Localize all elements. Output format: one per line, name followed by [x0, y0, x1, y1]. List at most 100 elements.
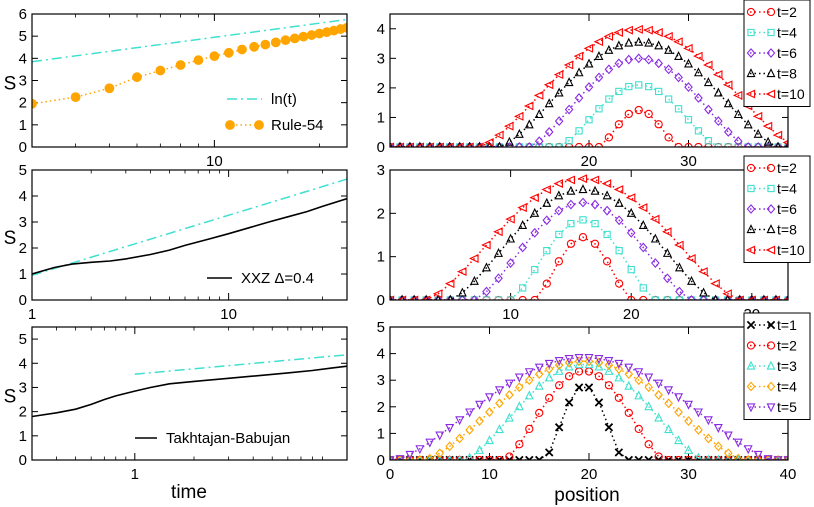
data-point — [633, 24, 643, 34]
legend: t=2 t=4 t=6 t=8 t=10 — [743, 155, 811, 263]
data-point — [249, 41, 260, 52]
legend-box — [743, 312, 811, 420]
data-point — [425, 438, 435, 448]
data-point — [456, 267, 467, 277]
data-point — [554, 365, 564, 375]
legend-marker — [746, 341, 756, 350]
data-point — [394, 142, 405, 147]
data-point — [533, 90, 544, 100]
legend-marker — [746, 381, 756, 392]
y-tick-label: 4 — [19, 188, 27, 205]
y-axis-label: S — [4, 228, 17, 249]
data-point — [654, 87, 663, 96]
data-point — [584, 82, 594, 93]
y-tick-label: 2 — [377, 205, 385, 222]
y-tick-label: 5 — [19, 331, 27, 348]
x-tick-label: 10 — [220, 306, 237, 323]
data-point — [743, 142, 753, 147]
legend-label: t=4 — [777, 25, 797, 41]
data-point — [683, 43, 693, 53]
data-point — [625, 193, 636, 203]
data-point — [566, 185, 576, 195]
data-point — [604, 381, 614, 390]
data-point — [644, 440, 653, 449]
data-point — [762, 121, 773, 131]
data-point — [519, 284, 527, 292]
data-point — [634, 105, 643, 115]
data-point — [564, 372, 574, 381]
data-point — [687, 295, 696, 300]
data-point — [578, 233, 588, 242]
data-point — [405, 450, 415, 460]
legend-marker — [766, 360, 776, 370]
data-point — [465, 424, 474, 435]
data-point — [524, 119, 534, 129]
data-point — [626, 227, 636, 238]
data-point — [515, 142, 524, 147]
data-point — [615, 247, 623, 255]
data-point — [773, 142, 783, 147]
data-point — [624, 408, 633, 418]
data-point — [514, 128, 524, 138]
y-tick-label: 5 — [377, 319, 385, 336]
data-point — [485, 393, 494, 403]
legend-marker — [747, 28, 755, 37]
data-point — [664, 133, 673, 142]
legend-label: Takhtajan-Babujan — [166, 430, 290, 447]
data-point — [713, 87, 723, 97]
series-line — [390, 356, 788, 460]
data-point — [624, 54, 634, 65]
y-tick-label: 1 — [19, 117, 27, 134]
data-point — [564, 104, 574, 115]
data-point — [565, 137, 573, 145]
x-tick-label: 30 — [680, 466, 697, 483]
y-tick-label: 2 — [377, 399, 385, 416]
series-t=2 — [390, 367, 788, 460]
legend-marker — [766, 381, 776, 392]
data-point — [698, 267, 708, 277]
data-point — [634, 455, 643, 460]
data-point — [175, 60, 186, 70]
data-point — [687, 275, 697, 285]
legend-marker — [254, 120, 264, 130]
y-tick-label: 0 — [377, 452, 385, 469]
data-point — [542, 279, 551, 288]
data-point — [602, 190, 612, 200]
series-line — [32, 18, 347, 63]
data-point — [542, 197, 552, 207]
data-point — [494, 247, 504, 257]
data-point — [270, 37, 281, 48]
data-point — [614, 448, 624, 457]
data-point — [763, 455, 773, 460]
data-point — [435, 448, 445, 459]
x-tick-label: 10 — [481, 466, 498, 483]
data-point — [604, 133, 614, 142]
data-point — [535, 408, 544, 418]
y-tick-label: 1 — [19, 428, 27, 445]
series-t=10 — [390, 174, 788, 300]
data-point — [603, 230, 611, 239]
y-tick-label: 2 — [19, 404, 27, 421]
data-point — [605, 95, 613, 103]
plot-area — [32, 178, 347, 277]
data-point — [574, 383, 584, 392]
data-point — [625, 82, 633, 91]
data-point — [553, 70, 564, 80]
data-point — [703, 416, 713, 426]
data-point — [635, 81, 643, 89]
data-point — [743, 445, 753, 455]
data-point — [663, 273, 672, 284]
data-point — [664, 386, 674, 396]
data-point — [578, 184, 588, 194]
data-point — [664, 424, 674, 434]
legend-marker — [767, 28, 775, 37]
data-point — [484, 137, 494, 147]
axes-frame — [31, 13, 348, 148]
data-point — [674, 262, 684, 272]
data-point — [534, 369, 544, 380]
legend-marker — [746, 68, 756, 78]
data-point — [534, 109, 544, 119]
data-point — [634, 390, 644, 400]
data-point — [733, 453, 743, 460]
